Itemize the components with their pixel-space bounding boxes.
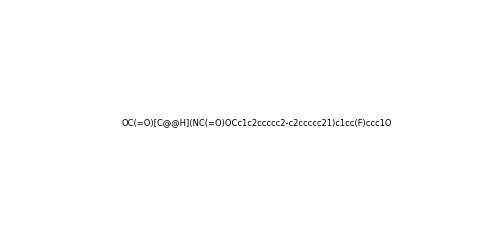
Text: OC(=O)[C@@H](NC(=O)OCc1c2ccccc2-c2ccccc21)c1cc(F)ccc1O: OC(=O)[C@@H](NC(=O)OCc1c2ccccc2-c2ccccc2…	[121, 118, 392, 127]
